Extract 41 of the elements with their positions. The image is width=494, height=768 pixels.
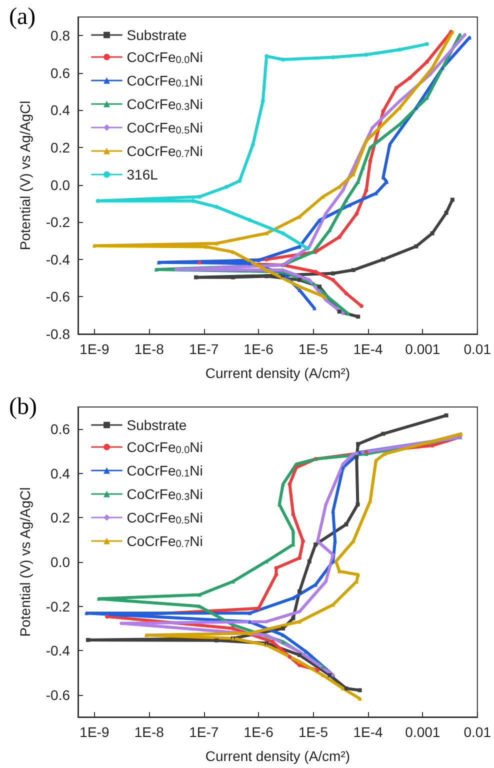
- y-tick-label: 0.6: [50, 64, 70, 81]
- y-tick-label: -0.6: [46, 288, 70, 305]
- x-tick-label: 1E-7: [189, 724, 219, 740]
- y-tick-label: -0.6: [46, 686, 70, 703]
- x-axis-title: Current density (A/cm²): [205, 365, 350, 381]
- legend-label: 316L: [126, 166, 158, 182]
- y-tick-label: -0.2: [46, 214, 70, 230]
- legend-label: Substrate: [126, 417, 187, 433]
- y-tick-label: 0.2: [50, 510, 70, 526]
- y-axis-title: Potential (V) vs Ag/AgCl: [17, 487, 33, 637]
- x-tick-label: 1E-7: [189, 341, 219, 357]
- y-tick-label: 0.2: [50, 140, 70, 156]
- x-tick-label: 1E-4: [353, 341, 383, 357]
- x-tick-label: 1E-9: [80, 341, 110, 357]
- y-tick-label: 0.6: [50, 421, 70, 438]
- x-tick-label: 1E-6: [244, 341, 274, 357]
- x-tick-label: 1E-5: [298, 341, 328, 357]
- y-tick-label: -0.4: [46, 642, 70, 659]
- x-tick-label: 1E-9: [80, 724, 110, 740]
- x-tick-label: 0.01: [464, 341, 492, 357]
- y-axis-title: Potential (V) vs Ag/AgCl: [17, 100, 33, 250]
- y-tick-label: -0.2: [46, 598, 70, 614]
- x-tick-label: 1E-4: [353, 724, 383, 740]
- x-tick-label: 1E-5: [298, 724, 328, 740]
- y-tick-label: -0.8: [46, 326, 70, 342]
- chart-title: (a): [9, 4, 36, 30]
- y-tick-label: 0.0: [50, 176, 70, 193]
- x-tick-label: 0.01: [464, 724, 492, 740]
- x-tick-label: 1E-6: [244, 724, 274, 740]
- y-tick-label: -0.4: [46, 251, 70, 268]
- x-tick-label: 0.001: [405, 341, 440, 357]
- chart-title: (b): [9, 394, 37, 420]
- y-tick-label: 0.0: [50, 554, 70, 570]
- y-tick-label: 0.8: [50, 28, 70, 44]
- x-tick-label: 0.001: [405, 724, 440, 740]
- legend-label: Substrate: [126, 27, 187, 43]
- x-tick-label: 1E-8: [134, 724, 164, 740]
- y-tick-label: 0.4: [50, 465, 70, 482]
- y-tick-label: 0.4: [50, 102, 70, 118]
- x-tick-label: 1E-8: [134, 341, 164, 357]
- x-axis-title: Current density (A/cm²): [205, 748, 350, 764]
